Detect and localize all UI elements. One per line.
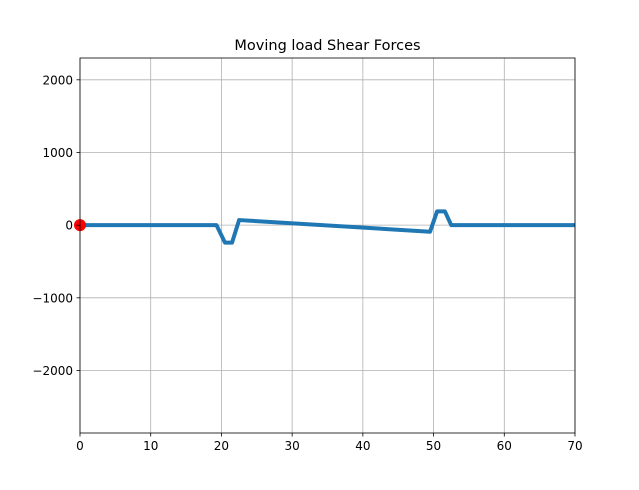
y-tick-label: −2000 — [32, 364, 73, 378]
series-line-shear — [80, 209, 575, 245]
x-tick-label: 0 — [76, 439, 84, 453]
ticks: 0 10 20 30 40 50 60 70 −2000 −1000 0 1000 2000 — [32, 73, 582, 453]
x-tick-label: 70 — [567, 439, 582, 453]
x-tick-label: 40 — [355, 439, 370, 453]
x-tick-label: 30 — [285, 439, 300, 453]
plot-area — [74, 209, 575, 245]
x-tick-label: 50 — [426, 439, 441, 453]
y-tick-label: 0 — [65, 219, 73, 233]
y-tick-label: 2000 — [42, 73, 73, 87]
x-tick-label: 10 — [143, 439, 158, 453]
grid — [79, 58, 576, 433]
axes-frame — [79, 57, 576, 434]
x-tick-label: 20 — [214, 439, 229, 453]
y-tick-label: 1000 — [42, 146, 73, 160]
chart-title: Moving load Shear Forces — [234, 38, 420, 54]
x-tick-label: 60 — [497, 439, 512, 453]
y-tick-label: −1000 — [32, 291, 73, 305]
